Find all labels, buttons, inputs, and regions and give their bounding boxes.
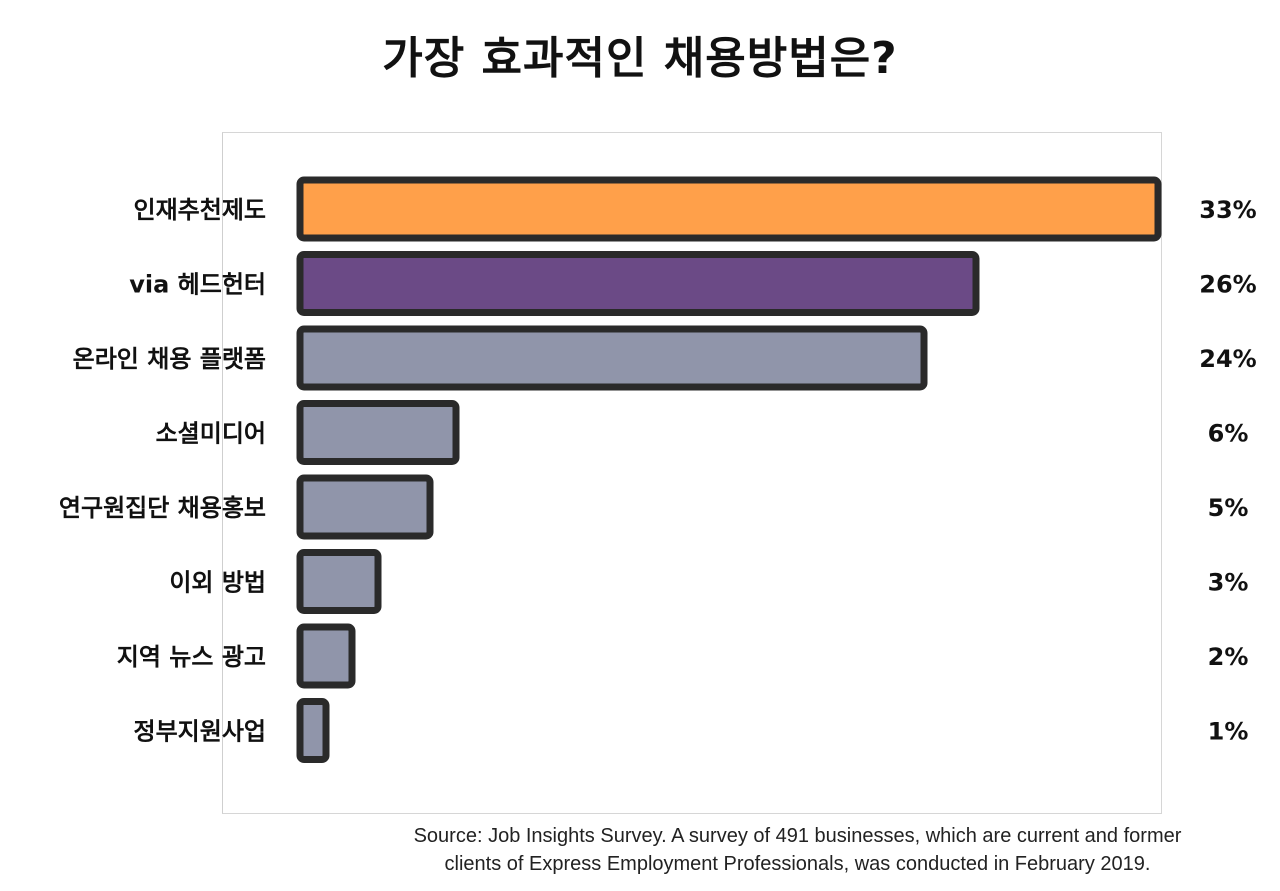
bar-3 bbox=[296, 325, 928, 391]
bar-4 bbox=[296, 400, 460, 465]
value-label-2: 26% bbox=[1199, 271, 1256, 299]
source-line-1: Source: Job Insights Survey. A survey of… bbox=[413, 825, 1182, 847]
value-label-6: 3% bbox=[1208, 569, 1249, 597]
category-label-7: 지역 뉴스 광고 bbox=[117, 643, 266, 671]
value-label-7: 2% bbox=[1208, 643, 1249, 671]
source-note: Source: Job Insights Survey. A survey of… bbox=[330, 822, 1265, 878]
value-labels: 33% 26% 24% 6% 5% 3% 2% 1% bbox=[1199, 196, 1256, 746]
category-label-5: 연구원집단 채용홍보 bbox=[59, 494, 266, 522]
category-label-2: via 헤드헌터 bbox=[129, 271, 266, 299]
bar-1 bbox=[296, 176, 1162, 242]
bar-5 bbox=[296, 474, 434, 540]
plot-area bbox=[222, 132, 1162, 814]
value-label-1: 33% bbox=[1199, 196, 1256, 224]
bar-7 bbox=[296, 623, 356, 689]
category-label-4: 소셜미디어 bbox=[156, 420, 266, 448]
category-label-1: 인재추천제도 bbox=[134, 196, 266, 224]
source-line-2: clients of Express Employment Profession… bbox=[444, 853, 1151, 875]
bar-2 bbox=[296, 251, 980, 316]
category-label-8: 정부지원사업 bbox=[134, 718, 266, 746]
bar-8 bbox=[296, 698, 330, 763]
category-label-6: 이외 방법 bbox=[169, 569, 266, 597]
bar-6 bbox=[296, 549, 382, 614]
value-label-3: 24% bbox=[1199, 345, 1256, 373]
category-label-3: 온라인 채용 플랫폼 bbox=[73, 345, 266, 373]
chart-title: 가장 효과적인 채용방법은? bbox=[382, 33, 898, 84]
value-label-5: 5% bbox=[1208, 494, 1249, 522]
value-label-8: 1% bbox=[1208, 718, 1249, 746]
bars-group bbox=[296, 176, 1162, 763]
value-label-4: 6% bbox=[1208, 420, 1249, 448]
